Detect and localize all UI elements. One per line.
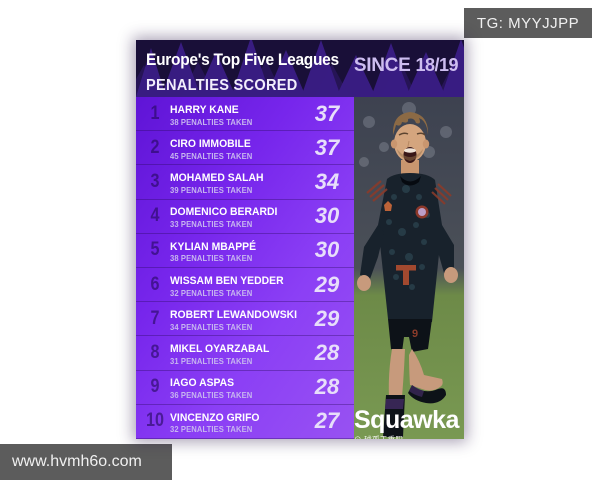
svg-text:9: 9: [412, 328, 418, 340]
